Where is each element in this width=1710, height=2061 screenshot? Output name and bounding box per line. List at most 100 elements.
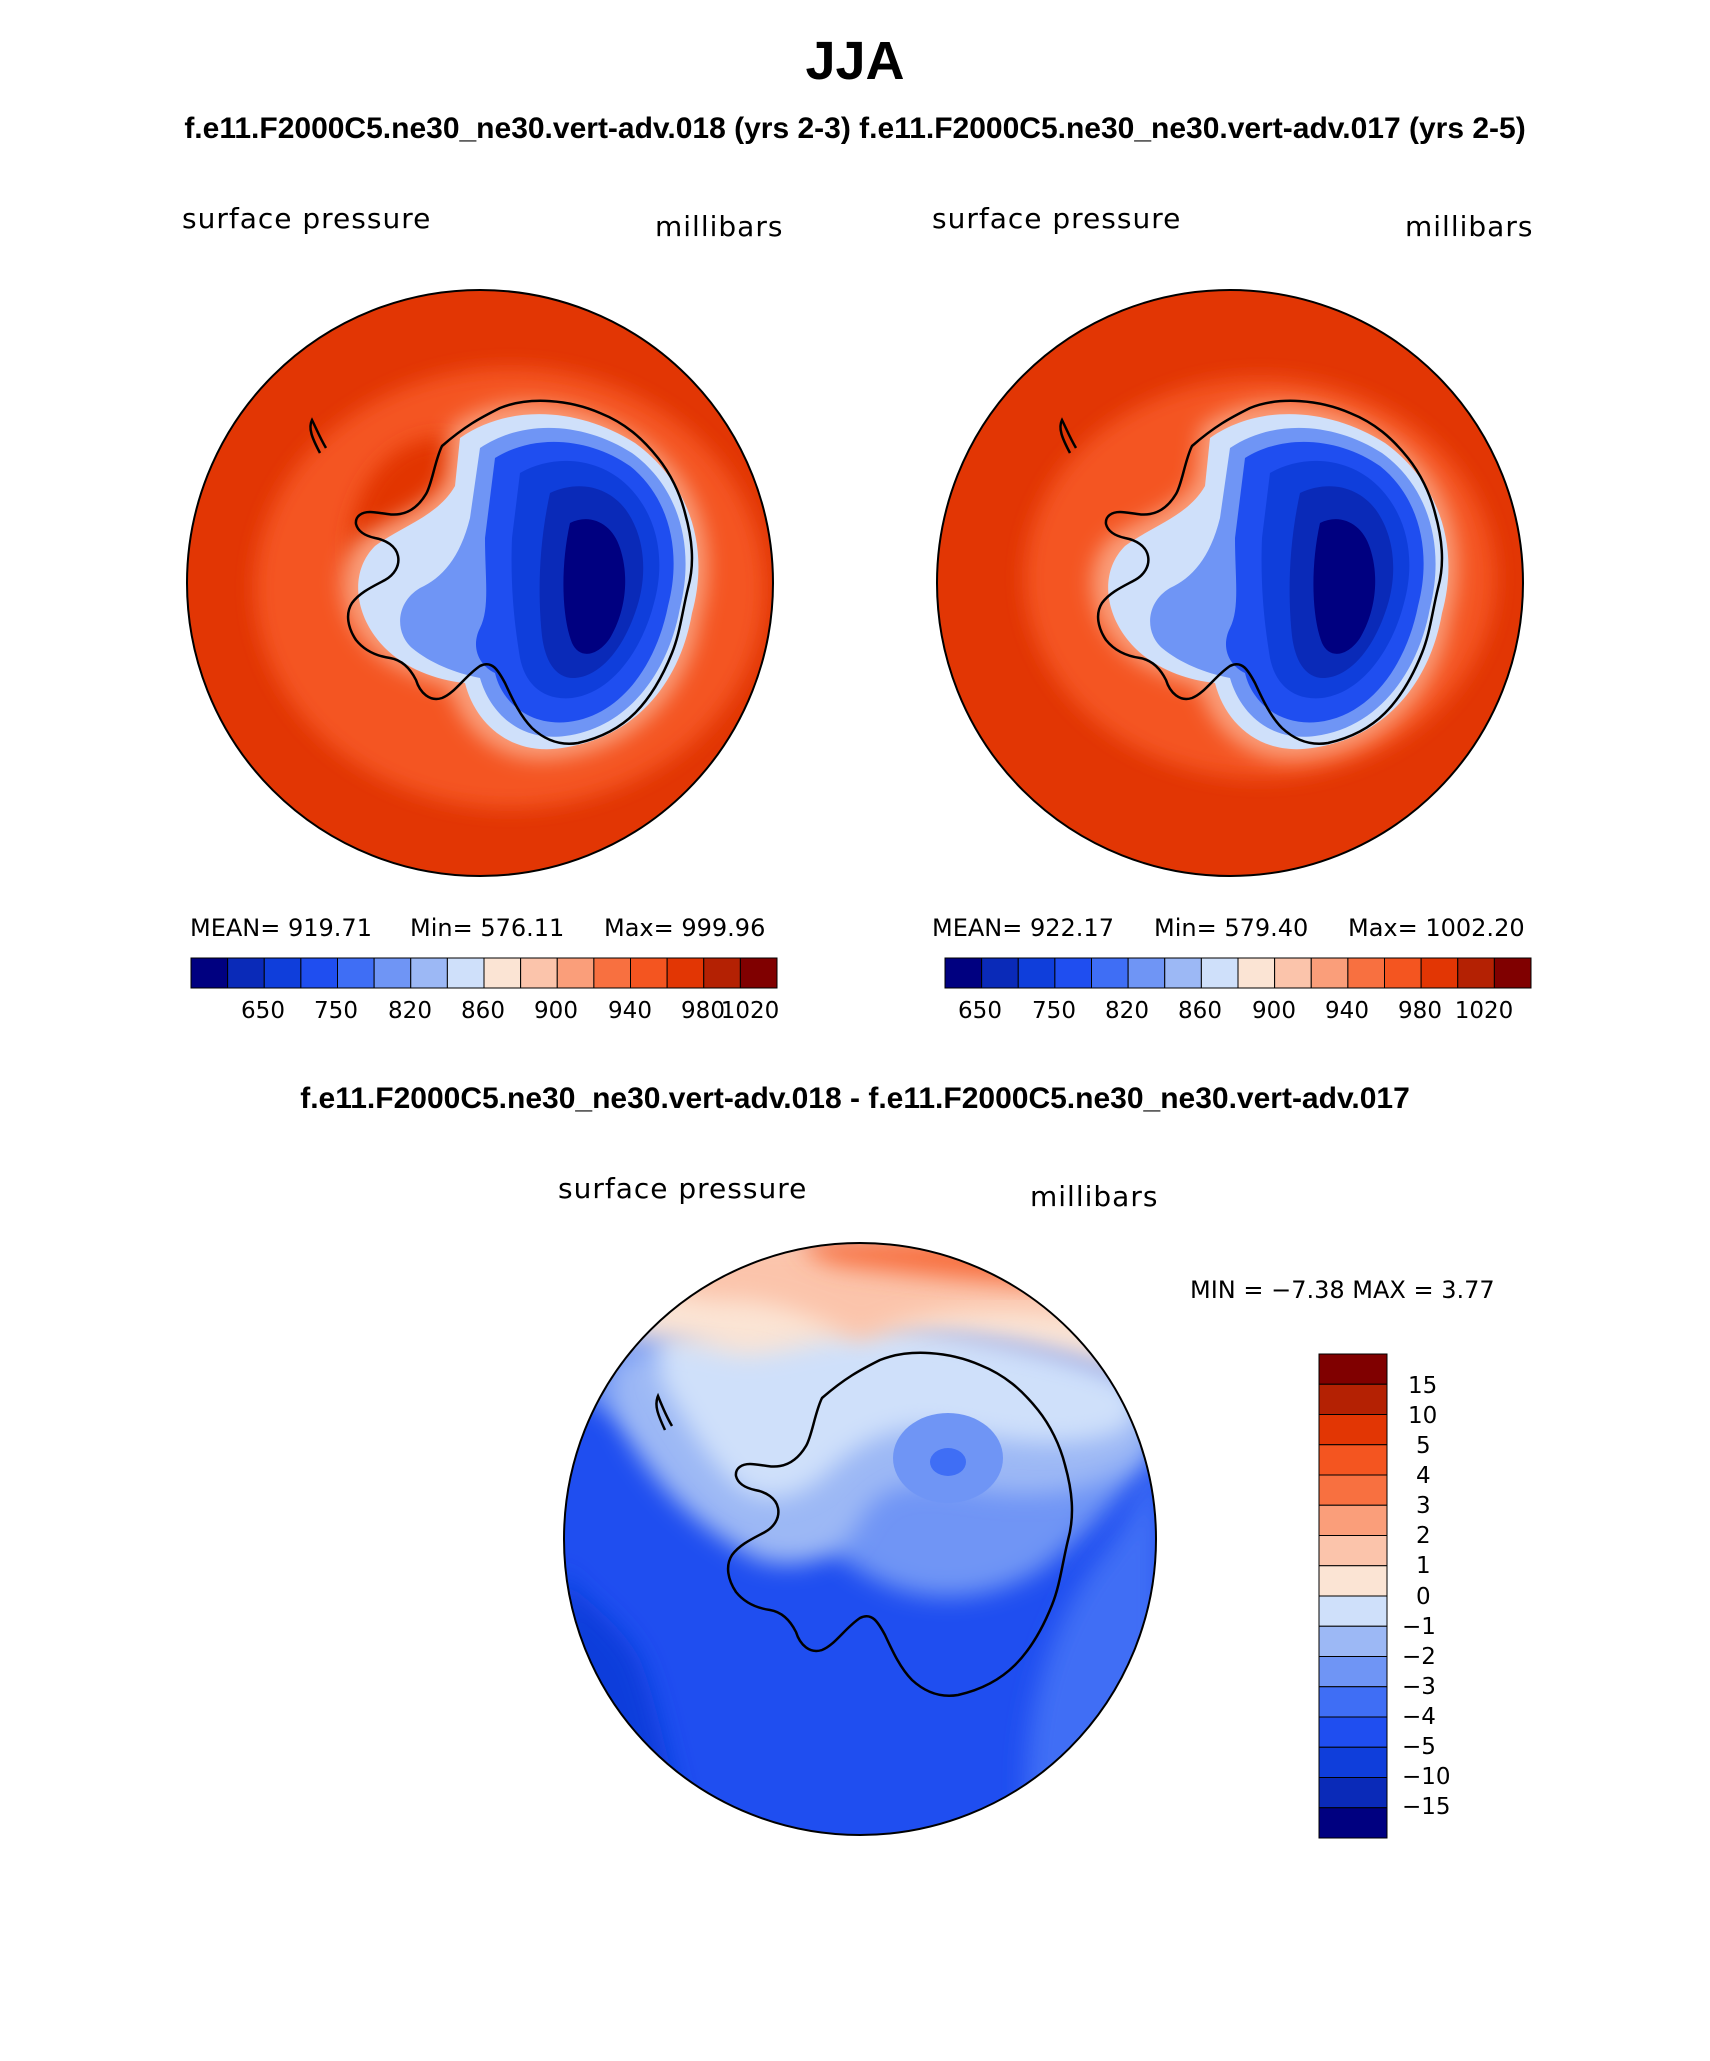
panel1-peninsula-coastline [309, 417, 328, 454]
colorbar-box [1318, 1656, 1388, 1688]
panel2-field-min [1313, 519, 1376, 654]
diff-tick-0: 0 [1416, 1584, 1431, 1610]
colorbar-box [739, 957, 778, 989]
colorbar-box [227, 957, 265, 989]
colorbar-box [944, 957, 983, 989]
diff-variable-label: surface pressure [558, 1172, 808, 1205]
colorbar-box [1318, 1504, 1388, 1536]
panel1-antarctica-coastline [346, 399, 694, 745]
diff-tick-5: 5 [1416, 1433, 1431, 1459]
diff-tick-minus10: −10 [1402, 1764, 1451, 1790]
panel1-tick-900: 900 [534, 998, 578, 1024]
panel1-tick-750: 750 [314, 998, 358, 1024]
colorbar-box [703, 957, 741, 989]
panel1-units-label: millibars [655, 210, 784, 243]
colorbar-box [1318, 1595, 1388, 1627]
colorbar-box [410, 957, 448, 989]
panel2-colorbar [944, 957, 1532, 989]
colorbar-box [1164, 957, 1202, 989]
colorbar-box [593, 957, 631, 989]
diff-colorbar [1318, 1353, 1388, 1839]
colorbar-box [373, 957, 412, 989]
colorbar-box [1347, 957, 1385, 989]
diff-tick-15: 15 [1408, 1373, 1438, 1399]
colorbar-box [1318, 1807, 1388, 1839]
panel2-variable-label: surface pressure [932, 202, 1182, 235]
colorbar-box [1091, 957, 1129, 989]
colorbar-box [483, 957, 522, 989]
colorbar-box [630, 957, 668, 989]
colorbar-box [1318, 1414, 1388, 1446]
panel2-tick-980: 980 [1398, 998, 1442, 1024]
panel2-tick-820: 820 [1105, 998, 1149, 1024]
diff-units-label: millibars [1030, 1180, 1159, 1213]
diff-tick-minus4: −4 [1402, 1704, 1436, 1730]
panel2-tick-900: 900 [1252, 998, 1296, 1024]
colorbar-box [190, 957, 229, 989]
panel2-tick-650: 650 [958, 998, 1002, 1024]
colorbar-box [556, 957, 595, 989]
panel1-min: Min= 576.11 [410, 914, 565, 942]
colorbar-box [1318, 1535, 1388, 1567]
diff-field-zero [660, 1320, 1139, 1499]
panel1-tick-980: 980 [681, 998, 725, 1024]
colorbar-box [1310, 957, 1349, 989]
colorbar-box [981, 957, 1019, 989]
diff-tick-3: 3 [1416, 1493, 1431, 1519]
diff-tick-4: 4 [1416, 1463, 1431, 1489]
panel2-tick-860: 860 [1178, 998, 1222, 1024]
colorbar-box [1274, 957, 1312, 989]
panel2-mean: MEAN= 922.17 [932, 914, 1114, 942]
colorbar-box [1318, 1716, 1388, 1748]
diff-tick-minus2: −2 [1402, 1644, 1436, 1670]
panel2-tick-1020: 1020 [1454, 998, 1514, 1024]
diff-antarctica-coastline [726, 1351, 1074, 1697]
colorbar-box [1318, 1777, 1388, 1809]
colorbar-box [1054, 957, 1092, 989]
colorbar-box [300, 957, 338, 989]
diff-map [563, 1242, 1157, 1836]
diff-map-border [563, 1242, 1157, 1836]
diff-tick-minus1: −1 [1402, 1614, 1436, 1640]
colorbar-box [1318, 1353, 1388, 1385]
colorbar-box [1420, 957, 1459, 989]
panel2-units-label: millibars [1405, 210, 1534, 243]
panel1-colorbar [190, 957, 778, 989]
colorbar-box [520, 957, 558, 989]
diff-colorbar-ticks: 15 10 5 4 3 2 1 0 −1 −2 −3 −4 −5 −10 −15 [1400, 1353, 1520, 1843]
panel2-peninsula-coastline [1059, 417, 1078, 454]
panel2-max: Max= 1002.20 [1348, 914, 1525, 942]
panel2-tick-940: 940 [1325, 998, 1369, 1024]
diff-tick-minus3: −3 [1402, 1674, 1436, 1700]
panel1-tick-820: 820 [388, 998, 432, 1024]
season-title: JJA [805, 31, 905, 91]
colorbar-box [1017, 957, 1056, 989]
panel1-map [186, 289, 774, 877]
diff-tick-minus5: −5 [1402, 1734, 1436, 1760]
diff-minmax: MIN = −7.38 MAX = 3.77 [1190, 1276, 1495, 1304]
colorbar-box [1493, 957, 1532, 989]
colorbar-box [1318, 1565, 1388, 1597]
panel2-colorbar-ticks: 650 750 820 860 900 940 980 1020 [944, 998, 1532, 1028]
panel1-max: Max= 999.96 [604, 914, 766, 942]
diff-peninsula-coastline [655, 1392, 674, 1431]
colorbar-box [1200, 957, 1239, 989]
panel1-tick-940: 940 [608, 998, 652, 1024]
diff-tick-2: 2 [1416, 1523, 1431, 1549]
colorbar-box [1318, 1444, 1388, 1476]
colorbar-box [1318, 1474, 1388, 1506]
colorbar-box [263, 957, 302, 989]
panel2-map [936, 289, 1524, 877]
diff-field-inland-min [930, 1448, 966, 1476]
diff-tick-10: 10 [1408, 1403, 1438, 1429]
diff-title: f.e11.F2000C5.ne30_ne30.vert-adv.018 - f… [300, 1082, 1410, 1115]
panel1-mean: MEAN= 919.71 [190, 914, 372, 942]
colorbar-box [1318, 1686, 1388, 1718]
panel1-tick-860: 860 [461, 998, 505, 1024]
colorbar-box [1318, 1625, 1388, 1657]
panel1-tick-1020: 1020 [720, 998, 780, 1024]
colorbar-box [337, 957, 375, 989]
panel1-tick-650: 650 [241, 998, 285, 1024]
colorbar-box [1384, 957, 1422, 989]
colorbar-box [1237, 957, 1276, 989]
